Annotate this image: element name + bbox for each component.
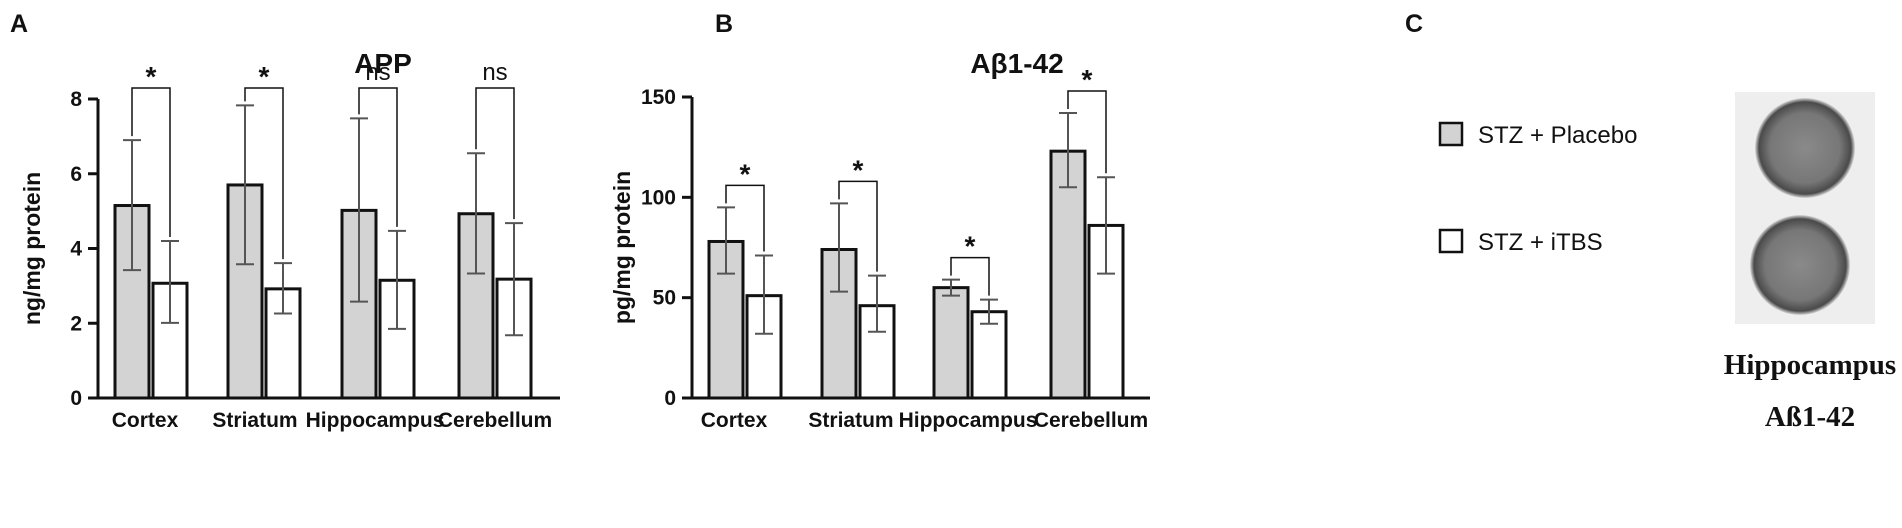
significance-label: * [740,158,751,189]
significance-bracket [950,256,990,296]
significance-label: * [1082,64,1093,95]
y-tick-label: 100 [641,186,676,209]
significance-bracket [1067,90,1107,174]
y-tick-label: 2 [70,312,82,335]
significance-label: * [146,61,157,92]
y-tick-label: 4 [70,238,82,261]
y-ticks-abeta: 0 50 100 150 [641,86,692,410]
bar-placebo [932,286,970,400]
x-tick-label: Cortex [701,409,768,432]
significance-bracket [131,87,171,238]
y-tick-label: 8 [70,88,82,111]
bar-placebo [1049,149,1087,400]
x-tick-label: Cerebellum [1034,409,1148,432]
legend-label-itbs: STZ + iTBS [1478,229,1603,256]
chart-app: APP ng/mg protein 0 2 4 6 8 Cortex Striatum Hi… [19,48,560,432]
y-axis-label-abeta: pg/mg protein [609,171,635,324]
significance-bracket [475,87,515,220]
blot-caption-line2: Aß1-42 [1765,401,1855,433]
y-tick-label: 150 [641,86,676,109]
significance-label: ns [365,59,390,86]
blot-dot-itbs [1750,215,1850,315]
legend-swatch-placebo [1438,121,1464,147]
y-tick-label: 0 [70,387,82,410]
chart-title-app: APP [354,48,412,79]
bars-app: * * ns ns [113,59,533,400]
significance-bracket [838,180,878,272]
x-tick-label: Striatum [808,409,893,432]
panel-letter-c: C [1405,10,1423,38]
blot-caption-line1: Hippocampus [1724,349,1896,381]
x-tick-label: Striatum [212,409,297,432]
legend: STZ + Placebo STZ + iTBS [1438,121,1637,256]
significance-label: * [259,61,270,92]
legend-swatch-itbs [1438,228,1464,254]
dot-blot-image: Hippocampus Aß1-42 [1724,92,1896,433]
significance-label: ns [482,59,507,86]
x-tick-label: Cortex [112,409,179,432]
significance-label: * [853,154,864,185]
bars-abeta: * * * * [707,64,1125,400]
x-tick-label: Cerebellum [438,409,552,432]
significance-bracket [725,184,765,252]
significance-bracket [358,87,398,227]
y-axis-label-app: ng/mg protein [19,172,45,325]
x-tick-label: Hippocampus [306,409,445,432]
bar-itbs [264,287,302,400]
panel-letter-b: B [715,10,733,38]
x-tick-label: Hippocampus [899,409,1038,432]
significance-bracket [244,87,284,260]
y-tick-label: 6 [70,163,82,186]
chart-abeta: Aβ1-42 pg/mg protein 0 50 100 150 Cortex Str… [609,48,1150,432]
significance-label: * [965,231,976,262]
y-tick-label: 50 [653,287,676,310]
legend-label-placebo: STZ + Placebo [1478,122,1637,149]
y-ticks-app: 0 2 4 6 8 [70,88,98,410]
panel-letter-a: A [10,10,28,38]
chart-title-abeta: Aβ1-42 [970,48,1063,79]
y-tick-label: 0 [664,387,676,410]
blot-dot-placebo [1755,98,1855,198]
